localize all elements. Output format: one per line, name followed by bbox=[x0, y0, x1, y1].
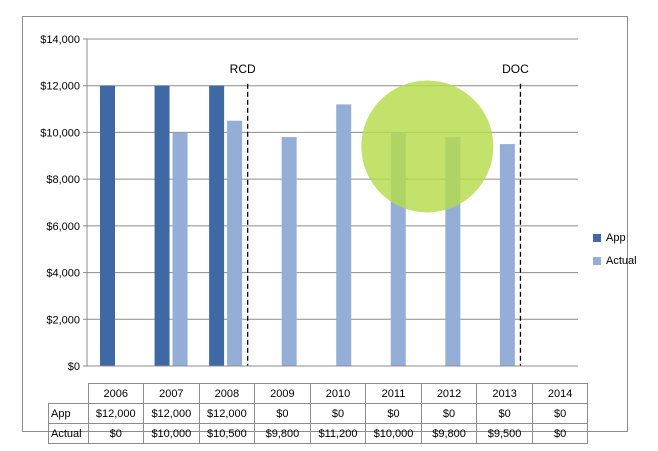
legend-label: Actual bbox=[606, 254, 637, 267]
table-cell: $9,500 bbox=[476, 423, 533, 444]
x-tick-label: 2010 bbox=[309, 383, 367, 404]
x-tick-label: 2006 bbox=[87, 383, 145, 404]
bar-actual bbox=[281, 137, 297, 366]
table-row-label: App bbox=[48, 403, 89, 424]
bar-actual bbox=[499, 144, 515, 366]
y-tick-label: $14,000 bbox=[40, 34, 80, 46]
x-tick-label: 2014 bbox=[531, 383, 589, 404]
table-cell: $0 bbox=[87, 423, 145, 444]
table-cell: $10,000 bbox=[143, 423, 200, 444]
annotation-label: RCD bbox=[230, 62, 256, 76]
x-tick-label: 2013 bbox=[476, 383, 533, 404]
table-cell: $0 bbox=[531, 423, 589, 444]
legend-swatch bbox=[593, 233, 601, 242]
table-cell: $10,000 bbox=[365, 423, 422, 444]
x-tick-label: 2007 bbox=[143, 383, 200, 404]
bar-actual bbox=[172, 132, 188, 366]
bar-app bbox=[154, 85, 170, 366]
table-cell: $0 bbox=[476, 403, 533, 424]
legend-swatch bbox=[593, 256, 601, 265]
annotation-label: DOC bbox=[502, 62, 529, 76]
bar-app bbox=[209, 85, 225, 366]
table-cell: $0 bbox=[365, 403, 422, 424]
table-cell: $0 bbox=[420, 403, 478, 424]
legend-item: App bbox=[593, 226, 637, 249]
x-tick-label: 2009 bbox=[254, 383, 311, 404]
bar-chart: $0 $2,000 $4,000 $6,000 $8,000 $10,000 $12,000… bbox=[40, 34, 578, 373]
table-cell: $10,500 bbox=[198, 423, 256, 444]
table-cell: $12,000 bbox=[198, 403, 256, 424]
table-cell: $11,200 bbox=[309, 423, 367, 444]
table-cell: $9,800 bbox=[420, 423, 478, 444]
table-cell: $0 bbox=[254, 403, 311, 424]
table-row: Actual $0 $10,000 $10,500 $9,800 $11,200 $10,0… bbox=[48, 423, 589, 444]
y-tick-label: $2,000 bbox=[46, 314, 80, 326]
x-tick-label: 2012 bbox=[420, 383, 478, 404]
table-cell: $0 bbox=[531, 403, 589, 424]
y-tick-label: $12,000 bbox=[40, 81, 80, 93]
bar-actual bbox=[336, 104, 352, 367]
y-tick-label: $8,000 bbox=[46, 174, 80, 186]
y-tick-label: $6,000 bbox=[46, 221, 80, 233]
y-tick-label: $10,000 bbox=[40, 127, 80, 139]
legend-label: App bbox=[606, 231, 626, 244]
x-tick-label: 2011 bbox=[365, 383, 422, 404]
x-tick-label: 2008 bbox=[198, 383, 256, 404]
table-cell: $9,800 bbox=[254, 423, 311, 444]
legend: App Actual bbox=[593, 226, 637, 272]
table-row-label: Actual bbox=[48, 423, 89, 444]
table-row: App $12,000 $12,000 $12,000 $0 $0 $0 $0 $0 $0 bbox=[48, 403, 589, 424]
table-cell: $0 bbox=[309, 403, 367, 424]
highlight-circle bbox=[361, 80, 494, 213]
y-tick-label: $0 bbox=[68, 361, 80, 373]
bar-app bbox=[100, 85, 115, 366]
table-cell: $12,000 bbox=[87, 403, 145, 424]
data-table: 2006 2007 2008 2009 2010 2011 2012 2013 2014 App… bbox=[48, 383, 589, 444]
table-header-row: 2006 2007 2008 2009 2010 2011 2012 2013 2014 bbox=[48, 383, 589, 404]
y-tick-label: $4,000 bbox=[46, 268, 80, 280]
table-cell: $12,000 bbox=[143, 403, 200, 424]
table-corner bbox=[48, 383, 89, 404]
legend-item: Actual bbox=[593, 249, 637, 272]
chart-frame: $0 $2,000 $4,000 $6,000 $8,000 $10,000 $12,000… bbox=[22, 16, 637, 444]
bar-actual bbox=[227, 120, 243, 366]
